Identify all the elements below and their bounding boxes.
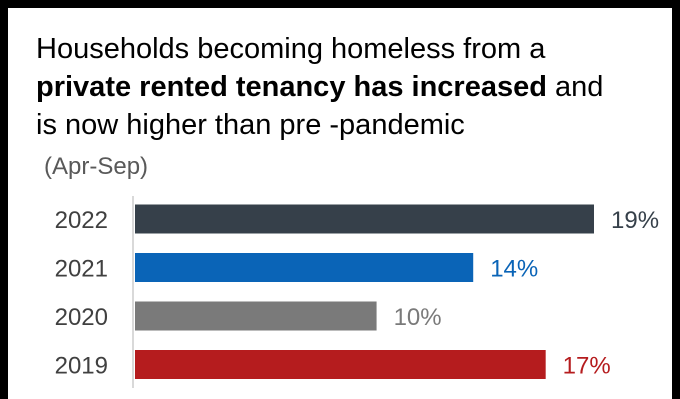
period-label: (Apr-Sep) <box>44 153 149 180</box>
title-bold-suffix: and <box>546 71 604 103</box>
title-line-1: Households becoming homeless from a <box>36 33 546 65</box>
chart-title: Households becoming homeless from a priv… <box>36 30 676 144</box>
category-label-2020: 2020 <box>55 304 108 331</box>
bar-2022 <box>135 204 594 234</box>
value-label-2020: 10% <box>394 304 442 331</box>
value-label-2022: 19% <box>611 207 659 234</box>
bar-2020 <box>135 301 377 331</box>
title-bold-phrase: private rented tenancy has increased <box>36 71 547 103</box>
title-line-3: is now higher than pre -pandemic <box>36 109 465 141</box>
value-label-2019: 17% <box>563 353 611 380</box>
bar-2021 <box>135 253 474 282</box>
category-label-2021: 2021 <box>55 256 108 283</box>
category-label-2022: 2022 <box>55 207 108 234</box>
value-label-2021: 14% <box>490 256 538 283</box>
category-label-2019: 2019 <box>55 353 108 380</box>
bar-2019 <box>135 350 546 379</box>
